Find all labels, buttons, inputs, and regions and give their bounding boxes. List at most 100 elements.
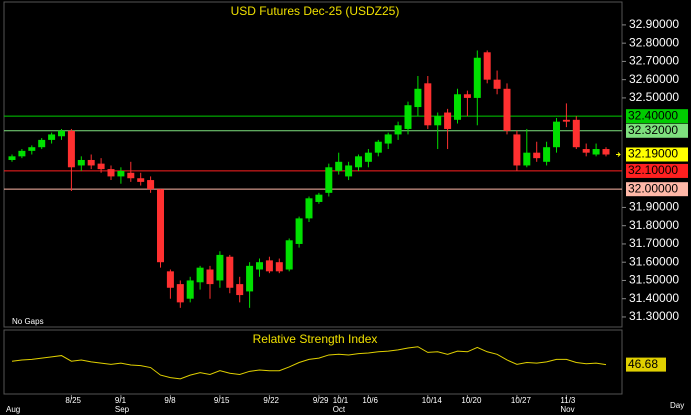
- candle-body: [265, 260, 273, 272]
- x-tick-label: 9/22: [263, 396, 279, 405]
- y-tick-label: 31.60000: [629, 254, 679, 268]
- candle-body: [325, 167, 333, 193]
- candle-body: [543, 147, 551, 162]
- candle-body: [256, 262, 263, 270]
- y-tick-label: 32.80000: [629, 35, 679, 49]
- candle-body: [463, 94, 471, 98]
- y-tick-label: 31.50000: [629, 273, 679, 287]
- candle-body: [562, 119, 570, 122]
- level-box: [626, 163, 688, 178]
- candle-body: [374, 141, 382, 153]
- month-label: Aug: [6, 405, 20, 414]
- candle-body: [305, 198, 313, 219]
- candle-body: [67, 130, 75, 168]
- candle-body: [394, 125, 402, 135]
- rsi-title: Relative Strength Index: [253, 332, 378, 346]
- candle-body: [355, 156, 362, 168]
- month-label: Oct: [333, 405, 346, 414]
- candle-body: [513, 134, 521, 166]
- level-marker: [616, 152, 621, 157]
- rsi-line: [11, 346, 607, 380]
- candle-body: [157, 189, 164, 263]
- y-tick-label: 32.90000: [629, 17, 679, 31]
- candle-body: [444, 112, 452, 129]
- candle-body: [553, 121, 560, 148]
- note: No Gaps: [12, 317, 44, 326]
- candle-body: [196, 267, 204, 283]
- candle-body: [117, 170, 125, 177]
- x-tick-label: 10/27: [511, 396, 532, 405]
- candle-body: [58, 130, 65, 137]
- month-label: Nov: [560, 405, 574, 414]
- candle-body: [226, 256, 234, 288]
- level-label: 32.10000: [628, 163, 678, 177]
- candle-body: [414, 88, 422, 108]
- candle-body: [602, 149, 610, 155]
- rsi-box: [626, 357, 666, 372]
- candle-body: [8, 156, 16, 160]
- candle-body: [137, 178, 145, 182]
- candle-body: [107, 169, 115, 177]
- x-tick-label: 10/6: [362, 396, 378, 405]
- candle-body: [582, 149, 590, 153]
- candle-body: [295, 218, 303, 244]
- chart-title: USD Futures Dec-25 (USDZ25): [231, 4, 400, 18]
- level-label: 32.32000: [628, 123, 678, 137]
- candle-body: [364, 152, 372, 162]
- candle-body: [592, 149, 600, 155]
- x-tick-label: 10/14: [422, 396, 443, 405]
- x-tick-label: 10/20: [461, 396, 482, 405]
- rsi-panel: [3, 329, 623, 395]
- y-tick-label: 31.80000: [629, 218, 679, 232]
- month-label: Sep: [115, 405, 130, 414]
- candle-body: [216, 254, 224, 281]
- x-tick-label: 9/29: [313, 396, 329, 405]
- candle-body: [38, 139, 46, 148]
- candle-body: [127, 172, 135, 179]
- candle-body: [533, 152, 541, 159]
- rsi-value-label: 46.68: [628, 357, 658, 371]
- y-tick-label: 32.70000: [629, 54, 679, 68]
- candle-body: [473, 57, 481, 98]
- candle-body: [206, 269, 214, 285]
- x-tick-label: 10/1: [333, 396, 349, 405]
- y-tick-label: 32.50000: [629, 90, 679, 104]
- level-box: [626, 182, 688, 197]
- candle-body: [28, 147, 36, 151]
- candle-body: [345, 165, 353, 177]
- candle-body: [384, 134, 392, 144]
- candle-body: [483, 52, 491, 80]
- candle-body: [97, 163, 105, 170]
- candle-body: [147, 180, 155, 190]
- y-tick-label: 31.30000: [629, 309, 679, 323]
- candle-body: [434, 116, 442, 126]
- y-tick-label: 31.90000: [629, 200, 679, 214]
- y-tick-label: 31.70000: [629, 236, 679, 250]
- level-box: [626, 147, 688, 162]
- level-box: [626, 109, 688, 124]
- candle-body: [275, 262, 283, 272]
- level-label: 32.00000: [628, 181, 678, 195]
- candle-body: [404, 105, 412, 129]
- level-label: 32.40000: [628, 108, 678, 122]
- candle-body: [523, 152, 531, 166]
- candle-body: [77, 159, 85, 166]
- x-axis-label: Day: [670, 401, 684, 410]
- x-tick-label: 9/1: [115, 396, 127, 405]
- candle-body: [186, 280, 194, 299]
- x-tick-label: 9/8: [164, 396, 176, 405]
- x-tick-label: 9/15: [214, 396, 230, 405]
- x-tick-label: 8/25: [65, 396, 81, 405]
- candle-body: [18, 150, 26, 157]
- level-box: [626, 123, 688, 138]
- candle-body: [236, 284, 244, 296]
- candle-body: [48, 134, 56, 140]
- candle-body: [87, 159, 95, 166]
- candle-body: [176, 284, 184, 303]
- candle-body: [572, 119, 580, 148]
- candle-body: [503, 88, 511, 131]
- candle-body: [424, 83, 432, 126]
- level-label: 32.19000: [628, 147, 678, 161]
